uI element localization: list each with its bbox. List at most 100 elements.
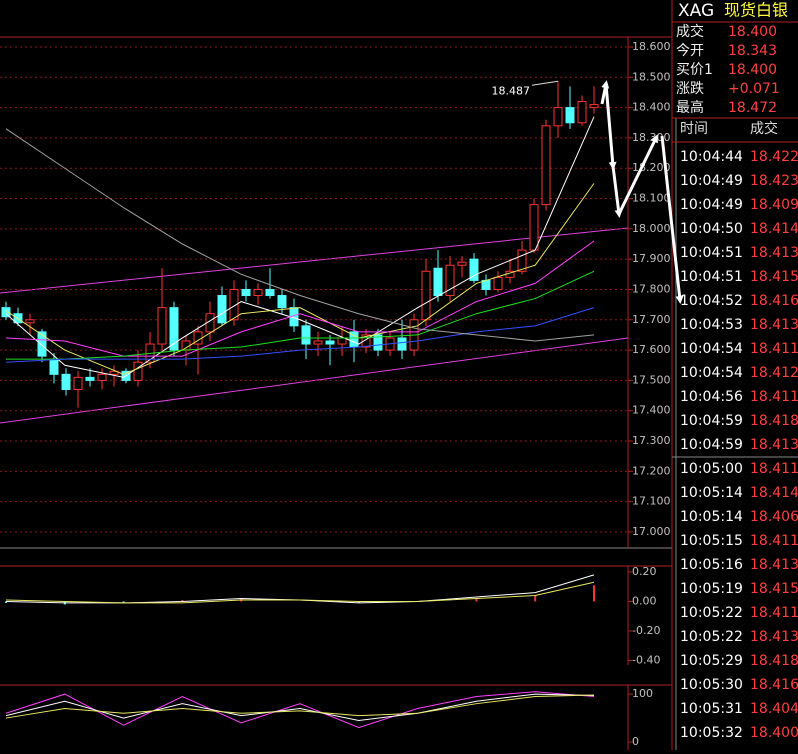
quote-label: 今开 <box>676 43 704 59</box>
indicator-line <box>5 694 595 719</box>
y-tick-label: 0 <box>632 735 639 748</box>
indicator-line <box>5 116 595 378</box>
y-tick-label: 17.300 <box>632 434 671 447</box>
candle-body <box>421 270 431 321</box>
trade-price: 18.409 <box>750 197 798 213</box>
y-tick-label: 17.500 <box>632 373 671 386</box>
trade-time: 10:04:44 <box>680 149 743 165</box>
candle-body <box>37 331 47 357</box>
quote-value: 18.343 <box>728 43 777 59</box>
trade-time: 10:05:14 <box>680 509 743 525</box>
channel-line <box>0 227 629 294</box>
trade-price: 18.411 <box>750 341 798 357</box>
candle-body <box>553 107 563 127</box>
symbol: XAG <box>678 1 714 21</box>
y-tick-label: 100 <box>632 687 653 700</box>
candle-body <box>445 264 455 297</box>
quote-value: 18.400 <box>728 24 777 40</box>
quote-value: 18.472 <box>728 100 777 116</box>
candle-body <box>433 267 443 297</box>
trade-time: 10:05:22 <box>680 605 743 621</box>
trade-time: 10:05:29 <box>680 653 743 669</box>
y-tick-label: 18.600 <box>632 40 671 53</box>
candle-body <box>97 373 107 381</box>
trade-price: 18.422 <box>750 149 798 165</box>
trade-time: 10:05:30 <box>680 677 743 693</box>
indicator-line <box>5 183 595 375</box>
candle-body <box>109 370 119 375</box>
y-tick-label: 17.000 <box>632 525 671 538</box>
trade-price: 18.413 <box>750 629 798 645</box>
trade-time: 10:05:00 <box>680 461 743 477</box>
candle-body <box>541 125 551 206</box>
quote-label: 买价1 <box>676 62 713 78</box>
y-tick-label: 17.700 <box>632 313 671 326</box>
candle-body <box>361 334 371 348</box>
trade-time: 10:05:32 <box>680 725 743 741</box>
trade-price: 18.418 <box>750 413 798 429</box>
candle-body <box>217 295 227 324</box>
y-tick-label: 17.100 <box>632 495 671 508</box>
candle-body <box>577 101 587 124</box>
y-tick-label: 17.200 <box>632 464 671 477</box>
indicator-line <box>5 240 595 357</box>
trade-price: 18.414 <box>750 485 798 501</box>
candle-body <box>157 307 167 345</box>
candle-body <box>85 376 95 381</box>
indicator-line <box>5 307 595 363</box>
candle-body <box>277 295 287 309</box>
trade-time: 10:05:14 <box>680 485 743 501</box>
y-tick-label: 18.100 <box>632 192 671 205</box>
trade-time: 10:04:51 <box>680 269 743 285</box>
y-tick-label: 0.00 <box>632 594 657 607</box>
trade-price: 18.423 <box>750 173 798 189</box>
y-tick-label: 17.600 <box>632 343 671 356</box>
panel-frames <box>0 0 677 750</box>
candle-body <box>1 307 11 318</box>
trade-time: 10:04:49 <box>680 197 743 213</box>
trade-time: 10:04:59 <box>680 437 743 453</box>
indicator-line <box>6 270 595 360</box>
candle-body <box>313 340 323 345</box>
candle-body <box>49 358 59 375</box>
trade-price: 18.416 <box>750 293 798 309</box>
trade-time: 10:04:51 <box>680 245 743 261</box>
trade-time: 10:05:16 <box>680 557 743 573</box>
trade-time: 10:04:49 <box>680 173 743 189</box>
trade-time: 10:04:54 <box>680 365 743 381</box>
candle-body <box>133 361 143 381</box>
candle-body <box>253 288 263 297</box>
arrow <box>660 135 684 304</box>
y-tick-label: 0.20 <box>632 565 657 578</box>
trade-time: 10:04:52 <box>680 293 743 309</box>
indicator-line <box>5 691 595 729</box>
y-tick-label: 17.400 <box>632 404 671 417</box>
quote-label: 涨跌 <box>676 81 704 97</box>
candle-body <box>529 204 539 251</box>
candle-body <box>265 288 275 297</box>
candle-body <box>397 337 407 351</box>
candle-body <box>241 288 251 297</box>
trade-price: 18.411 <box>750 533 798 549</box>
candle-body <box>457 261 467 266</box>
quote-value: 18.400 <box>728 62 777 78</box>
candle-body <box>301 325 311 345</box>
trade-time: 10:05:19 <box>680 581 743 597</box>
trade-price: 18.411 <box>750 605 798 621</box>
quote-label: 成交 <box>676 23 704 40</box>
charts: 17.000 17.100 17.200 17.300 17.400 17.500 17.6… <box>0 40 671 748</box>
trade-price: 18.413 <box>750 557 798 573</box>
trade-price: 18.413 <box>750 245 798 261</box>
trade-time: 10:04:59 <box>680 413 743 429</box>
candle-body <box>589 104 599 109</box>
y-tick-label: 18.400 <box>632 101 671 114</box>
trade-price: 18.413 <box>750 317 798 333</box>
y-tick-label: -0.40 <box>632 654 660 667</box>
y-tick-label: 17.800 <box>632 282 671 295</box>
trade-price: 18.400 <box>750 725 798 741</box>
high-marker-line <box>531 80 559 86</box>
quote-label: 最高 <box>676 99 704 116</box>
candle-body <box>493 276 503 290</box>
